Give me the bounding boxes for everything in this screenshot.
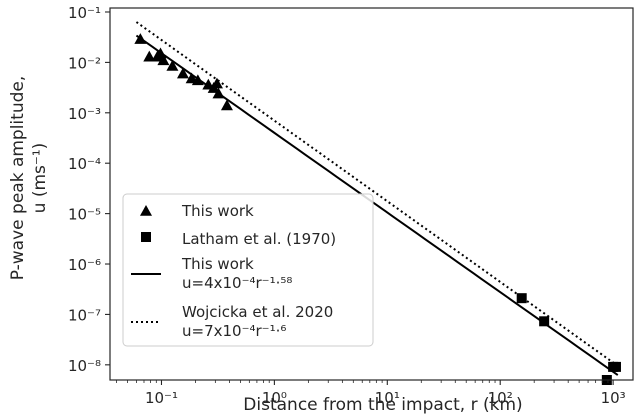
triangle-marker <box>143 50 156 62</box>
triangle-marker <box>166 59 179 71</box>
square-marker <box>516 293 527 304</box>
x-tick-label: 10¹ <box>375 389 400 407</box>
legend-equation-wojcicka: u=7x10⁻⁴r⁻¹·⁶ <box>182 322 286 340</box>
legend-label-this-work-fit: This work <box>181 255 254 273</box>
y-tick-label: 10⁻⁸ <box>68 357 101 375</box>
x-axis-label: Distance from the impact, r (km) <box>243 395 522 415</box>
triangle-marker <box>210 77 223 89</box>
legend-label-this-work-points: This work <box>181 202 254 220</box>
triangle-marker <box>220 99 233 111</box>
x-tick-label: 10³ <box>601 389 626 407</box>
triangle-marker <box>157 54 170 66</box>
legend-equation-this-work: u=4x10⁻⁴r⁻¹·⁵⁸ <box>182 274 292 292</box>
y-tick-label: 10⁻⁴ <box>68 155 101 173</box>
y-tick-label: 10⁻⁶ <box>68 256 101 274</box>
y-tick-label: 10⁻⁵ <box>68 206 101 224</box>
legend-square-marker <box>141 232 151 242</box>
legend-box <box>122 193 374 347</box>
legend-label-wojcicka: Wojcicka et al. 2020 <box>182 303 333 321</box>
y-tick-label: 10⁻¹ <box>68 4 101 22</box>
legend-label-latham: Latham et al. (1970) <box>182 230 336 248</box>
y-tick-label: 10⁻³ <box>68 105 101 123</box>
x-tick-label: 10⁻¹ <box>145 389 178 407</box>
y-axis-label-line1: P-wave peak amplitude, <box>8 76 28 280</box>
y-tick-label: 10⁻⁷ <box>68 306 101 324</box>
triangle-marker <box>176 67 189 79</box>
y-axis-label-line2: u (ms⁻¹) <box>30 143 50 214</box>
square-marker <box>610 361 621 372</box>
fit-line-2 <box>135 34 619 376</box>
axes: 10⁻¹ 10⁰ 10¹ 10² 10³ 10⁻⁸ 10⁻⁷ 10⁻⁶ 10⁻⁵ 10⁻⁴ 10⁻³… <box>68 4 634 407</box>
square-marker <box>539 316 550 327</box>
y-tick-label: 10⁻² <box>68 54 101 72</box>
plot-marks <box>134 21 621 385</box>
x-tick-label: 10² <box>488 389 513 407</box>
fit-line-3 <box>135 21 619 367</box>
legend-triangle-marker <box>140 205 152 216</box>
x-tick-label: 10⁰ <box>262 389 287 407</box>
plot-frame <box>109 7 634 381</box>
